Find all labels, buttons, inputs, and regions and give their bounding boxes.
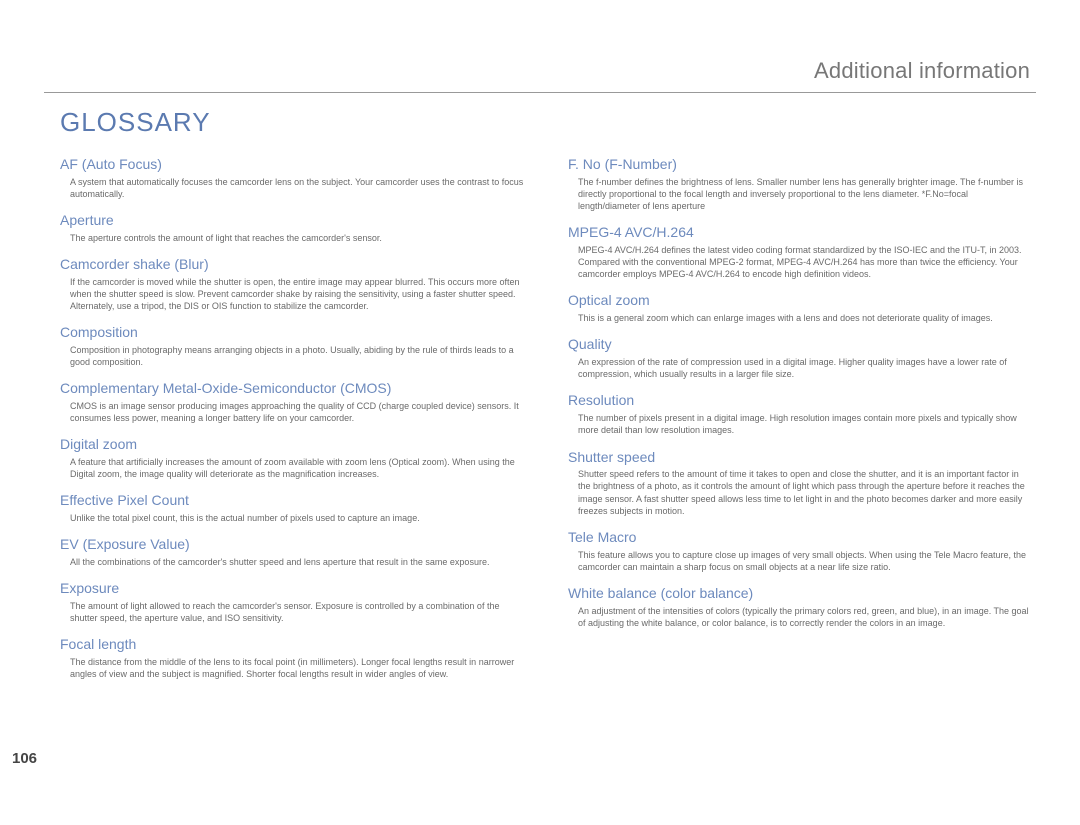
glossary-definition: The aperture controls the amount of ligh… bbox=[60, 232, 528, 244]
glossary-definition: An adjustment of the intensities of colo… bbox=[568, 605, 1036, 629]
glossary-definition: An expression of the rate of compression… bbox=[568, 356, 1036, 380]
glossary-definition: This is a general zoom which can enlarge… bbox=[568, 312, 1036, 324]
glossary-left-column: AF (Auto Focus) A system that automatical… bbox=[60, 156, 528, 681]
glossary-term: Effective Pixel Count bbox=[60, 492, 528, 509]
glossary-term: MPEG-4 AVC/H.264 bbox=[568, 224, 1036, 241]
glossary-definition: A system that automatically focuses the … bbox=[60, 176, 528, 200]
page-title: GLOSSARY bbox=[60, 107, 1036, 138]
glossary-term: White balance (color balance) bbox=[568, 585, 1036, 602]
glossary-term: Camcorder shake (Blur) bbox=[60, 256, 528, 273]
glossary-definition: CMOS is an image sensor producing images… bbox=[60, 400, 528, 424]
glossary-term: Composition bbox=[60, 324, 528, 341]
glossary-definition: MPEG-4 AVC/H.264 defines the latest vide… bbox=[568, 244, 1036, 280]
page-number: 106 bbox=[12, 750, 37, 767]
glossary-definition: Composition in photography means arrangi… bbox=[60, 344, 528, 368]
header-rule bbox=[44, 92, 1036, 93]
glossary-term: Digital zoom bbox=[60, 436, 528, 453]
glossary-columns: AF (Auto Focus) A system that automatical… bbox=[60, 156, 1036, 681]
glossary-term: EV (Exposure Value) bbox=[60, 536, 528, 553]
glossary-term: Focal length bbox=[60, 636, 528, 653]
glossary-term: Complementary Metal-Oxide-Semiconductor … bbox=[60, 380, 528, 397]
glossary-definition: This feature allows you to capture close… bbox=[568, 549, 1036, 573]
glossary-term: Exposure bbox=[60, 580, 528, 597]
glossary-term: Shutter speed bbox=[568, 449, 1036, 466]
glossary-term: Aperture bbox=[60, 212, 528, 229]
glossary-definition: The number of pixels present in a digita… bbox=[568, 412, 1036, 436]
glossary-term: F. No (F-Number) bbox=[568, 156, 1036, 173]
glossary-definition: The amount of light allowed to reach the… bbox=[60, 600, 528, 624]
glossary-term: Resolution bbox=[568, 392, 1036, 409]
section-header: Additional information bbox=[44, 58, 1036, 84]
glossary-definition: All the combinations of the camcorder's … bbox=[60, 556, 528, 568]
glossary-definition: If the camcorder is moved while the shut… bbox=[60, 276, 528, 312]
glossary-definition: Unlike the total pixel count, this is th… bbox=[60, 512, 528, 524]
glossary-term: Optical zoom bbox=[568, 292, 1036, 309]
glossary-definition: The f-number defines the brightness of l… bbox=[568, 176, 1036, 212]
glossary-definition: A feature that artificially increases th… bbox=[60, 456, 528, 480]
glossary-definition: The distance from the middle of the lens… bbox=[60, 656, 528, 680]
page: Additional information GLOSSARY AF (Auto… bbox=[0, 0, 1080, 825]
glossary-term: Tele Macro bbox=[568, 529, 1036, 546]
glossary-right-column: F. No (F-Number) The f-number defines the… bbox=[568, 156, 1036, 681]
glossary-term: AF (Auto Focus) bbox=[60, 156, 528, 173]
glossary-definition: Shutter speed refers to the amount of ti… bbox=[568, 468, 1036, 517]
glossary-term: Quality bbox=[568, 336, 1036, 353]
